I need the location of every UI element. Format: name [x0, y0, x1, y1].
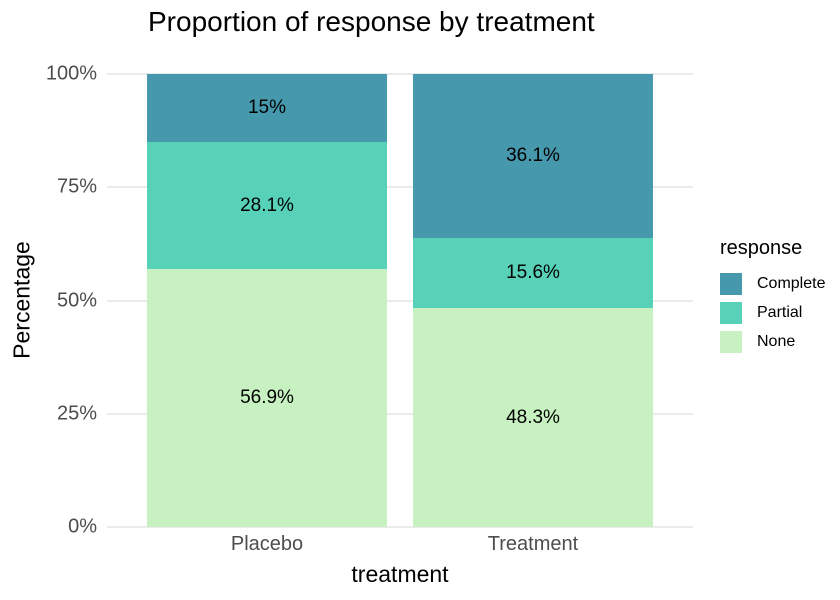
- segment-label-placebo-complete: 15%: [247, 96, 287, 118]
- y-axis-tick-labels: 0% 25% 50% 75% 100%: [0, 63, 97, 538]
- legend-label-partial: Partial: [757, 304, 803, 321]
- gridline-75%: [107, 186, 693, 189]
- segment-placebo-partial: 28.1%: [147, 141, 387, 270]
- legend-title: response: [720, 237, 803, 259]
- plot-panel: 15% 28.1% 56.9% 36.1% 15.6% 48.3%: [107, 73, 693, 528]
- segment-placebo-complete: 15%: [147, 74, 387, 142]
- y-tick-label-25%: 25%: [56, 402, 97, 425]
- gridline-25%: [107, 412, 693, 415]
- segment-treatment-complete: 36.1%: [413, 74, 653, 238]
- segment-placebo-none: 56.9%: [147, 269, 387, 527]
- legend-item-partial: Partial: [720, 302, 825, 324]
- segment-label-treatment-partial: 15.6%: [506, 261, 560, 283]
- legend-label-complete: Complete: [757, 275, 826, 292]
- y-tick-label-0%: 0%: [68, 515, 97, 538]
- segment-label-placebo-partial: 28.1%: [240, 194, 294, 216]
- y-tick-label-100%: 100%: [45, 62, 97, 85]
- legend-item-none: None: [720, 331, 825, 353]
- gridline-50%: [107, 299, 693, 302]
- bar-placebo: 15% 28.1% 56.9%: [147, 74, 387, 527]
- legend-label-none: None: [757, 333, 796, 350]
- y-tick-label-50%: 50%: [56, 289, 97, 311]
- gridline-100%: [107, 73, 693, 75]
- x-axis-title: treatment: [351, 561, 449, 587]
- x-tick-label-placebo: Placebo: [230, 533, 304, 555]
- legend-swatch-none: [720, 331, 742, 353]
- gridline-0%: [107, 526, 693, 528]
- legend-item-complete: Complete: [720, 273, 825, 295]
- segment-label-treatment-none: 48.3%: [506, 406, 560, 428]
- chart-title: Proportion of response by treatment: [148, 6, 595, 37]
- bar-treatment: 36.1% 15.6% 48.3%: [413, 74, 653, 527]
- legend: response Complete Partial None: [720, 237, 825, 360]
- legend-swatch-partial: [720, 302, 742, 324]
- legend-swatch-complete: [720, 273, 742, 295]
- x-tick-label-treatment: Treatment: [487, 533, 579, 555]
- segment-treatment-partial: 15.6%: [413, 237, 653, 309]
- segment-label-treatment-complete: 36.1%: [506, 144, 560, 166]
- y-tick-label-75%: 75%: [56, 175, 97, 198]
- segment-treatment-none: 48.3%: [413, 308, 653, 527]
- segment-label-placebo-none: 56.9%: [240, 387, 294, 409]
